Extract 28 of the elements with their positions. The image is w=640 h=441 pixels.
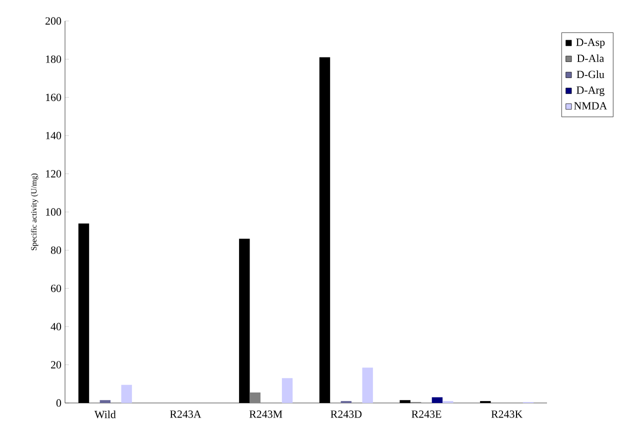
bar (250, 392, 260, 403)
y-tick-label: 0 (56, 399, 62, 407)
bar (432, 397, 443, 403)
x-tick-label: R243D (330, 410, 362, 418)
y-tick-label: 80 (50, 246, 62, 254)
legend-label: D-Ala (577, 54, 604, 62)
bar (100, 400, 111, 403)
y-tick-label: 180 (46, 55, 62, 63)
bar (282, 378, 293, 403)
y-tick-label: 60 (51, 284, 62, 292)
legend-label: D-Asp (576, 38, 605, 48)
y-tick-label: 160 (46, 94, 62, 102)
x-tick-label: Wild (94, 410, 116, 418)
y-tick-label: 100 (46, 208, 62, 216)
x-tick-label: R243K (491, 410, 523, 418)
y-tick-label: 120 (46, 170, 62, 178)
y-tick-label: 140 (46, 132, 62, 140)
bar (362, 368, 373, 403)
y-tick-label: 200 (46, 17, 62, 25)
legend-label: D-Glu (576, 70, 604, 78)
y-tick-label: 40 (50, 322, 62, 330)
x-tick-label: R243M (249, 410, 282, 418)
bar (121, 384, 132, 403)
legend-label: D-Arg (576, 86, 604, 96)
y-tick-label: 20 (51, 361, 62, 368)
legend-label: NMDA (574, 102, 608, 110)
x-tick-label: R243E (412, 410, 442, 418)
x-tick-label: R243A (170, 410, 202, 418)
